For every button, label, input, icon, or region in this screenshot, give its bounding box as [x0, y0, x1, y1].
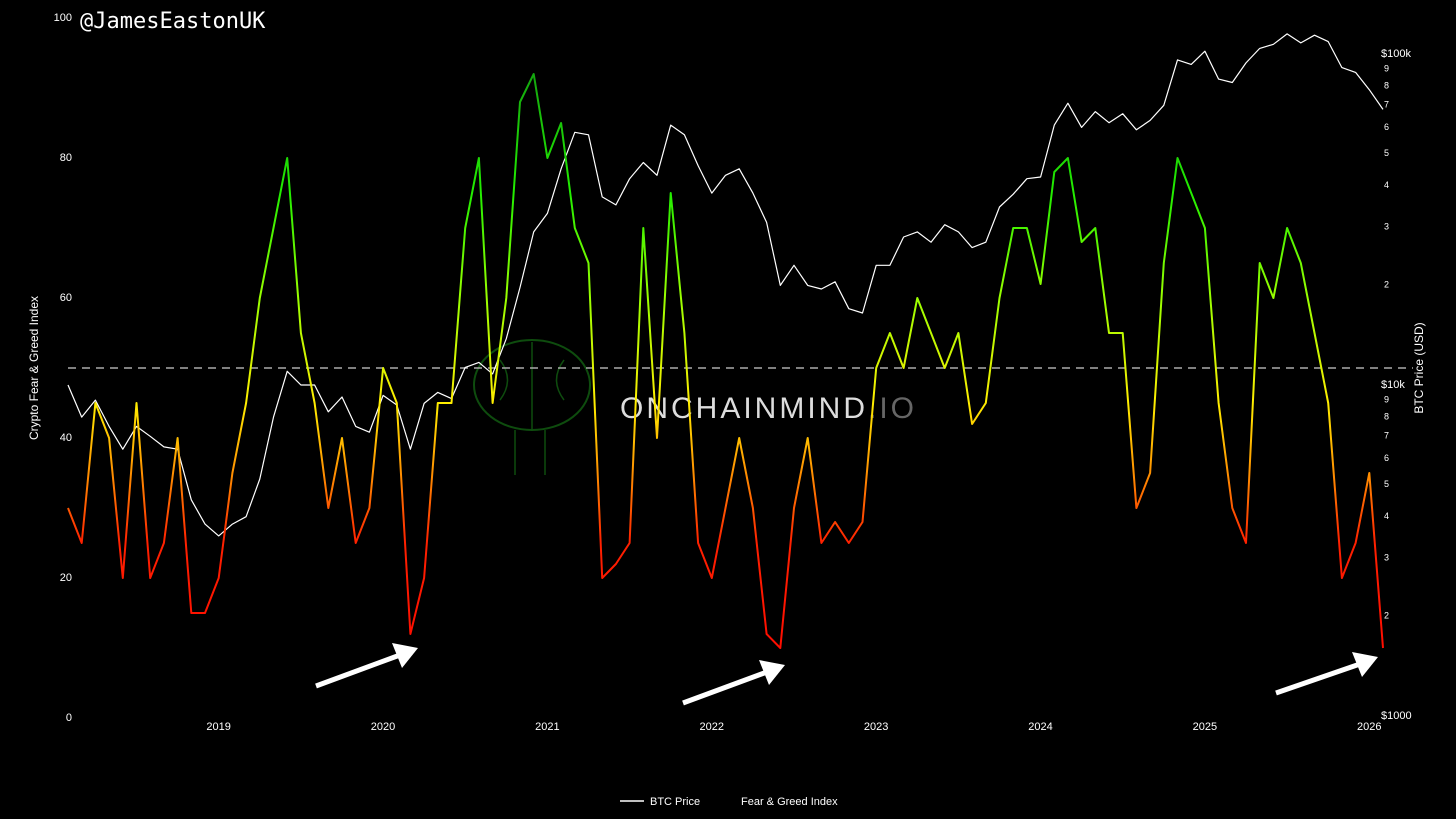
y-tick-label: 40: [60, 432, 72, 444]
y2-tick-label: 8: [1384, 80, 1389, 90]
legend-label: Fear & Greed Index: [741, 796, 838, 808]
y2-tick-label: 5: [1384, 479, 1389, 489]
x-tick-label: 2019: [206, 721, 230, 733]
legend-label: BTC Price: [650, 796, 700, 808]
y-tick-label: 20: [60, 572, 72, 584]
x-tick-label: 2023: [864, 721, 888, 733]
y-tick-label: 80: [60, 152, 72, 164]
watermark-main: ONCHAINMIND: [620, 392, 868, 425]
y2-tick-label: $100k: [1381, 48, 1411, 60]
y2-tick-label: 9: [1384, 64, 1389, 74]
chart-title: @JamesEastonUK: [80, 9, 266, 34]
y2-tick-label: 7: [1384, 431, 1389, 441]
x-tick-label: 2022: [700, 721, 724, 733]
watermark-suffix: .IO: [868, 392, 917, 425]
y2-tick-label: 4: [1384, 511, 1389, 521]
x-tick-label: 2025: [1193, 721, 1217, 733]
y2-tick-label: 6: [1384, 453, 1389, 463]
btc-price-line: [67, 33, 1384, 537]
watermark-icon: [473, 339, 591, 475]
arrows: [315, 643, 1378, 706]
y2-tick-label: 2: [1384, 611, 1389, 621]
y-tick-label: 100: [54, 12, 72, 24]
y2-tick-label: 3: [1384, 221, 1389, 231]
watermark: ONCHAINMIND.IO: [620, 392, 917, 425]
y2-tick-label: $1000: [1381, 710, 1412, 722]
y2-tick-label: 2: [1384, 280, 1389, 290]
x-tick-label: 2020: [371, 721, 395, 733]
x-tick-label: 2026: [1357, 721, 1381, 733]
y-tick-label: 0: [66, 712, 72, 724]
y2-tick-label: 5: [1384, 148, 1389, 158]
x-tick-label: 2021: [535, 721, 559, 733]
y2-tick-label: 8: [1384, 411, 1389, 421]
y2-tick-label: 7: [1384, 100, 1389, 110]
y2-tick-label: $10k: [1381, 379, 1405, 391]
y-axis-title: Crypto Fear & Greed Index: [27, 296, 41, 440]
y2-tick-label: 4: [1384, 180, 1389, 190]
y-tick-label: 60: [60, 292, 72, 304]
x-tick-label: 2024: [1028, 721, 1052, 733]
y2-tick-label: 9: [1384, 395, 1389, 405]
y2-axis-title: BTC Price (USD): [1412, 322, 1426, 413]
y2-tick-label: 3: [1384, 552, 1389, 562]
fear-greed-line: [67, 73, 1384, 649]
y2-tick-label: 6: [1384, 122, 1389, 132]
